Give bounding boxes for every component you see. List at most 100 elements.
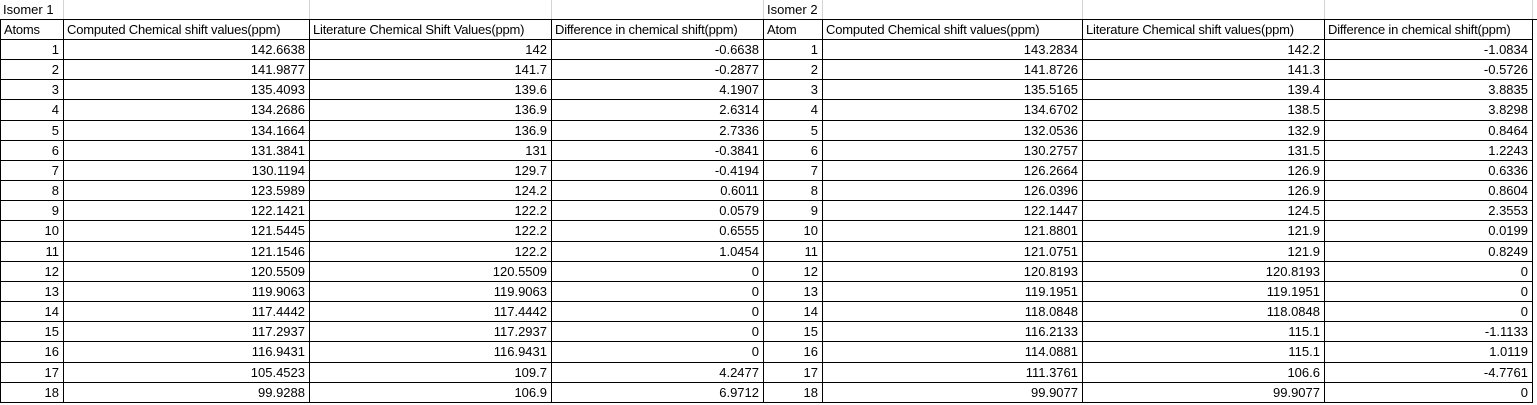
- isomer2-computed-cell[interactable]: 119.1951: [823, 281, 1083, 303]
- isomer1-atom-cell[interactable]: 5: [0, 120, 64, 141]
- isomer1-atom-cell[interactable]: 8: [0, 181, 64, 202]
- isomer2-difference-cell[interactable]: 2.3553: [1325, 201, 1533, 222]
- isomer2-computed-cell[interactable]: 116.2133: [823, 322, 1083, 343]
- isomer2-atom-cell[interactable]: 7: [764, 160, 823, 182]
- isomer2-atom-cell[interactable]: 14: [764, 302, 823, 323]
- isomer1-difference-cell[interactable]: 0: [552, 302, 764, 323]
- isomer2-difference-cell[interactable]: 0.8249: [1325, 241, 1533, 262]
- isomer1-computed-cell[interactable]: 105.4523: [64, 362, 310, 383]
- isomer2-atom-cell[interactable]: 12: [764, 261, 823, 282]
- isomer1-literature-cell[interactable]: 141.7: [310, 60, 552, 81]
- isomer1-computed-cell[interactable]: 119.9063: [64, 281, 310, 303]
- isomer2-computed-cell[interactable]: 99.9077: [823, 382, 1083, 403]
- isomer2-difference-cell[interactable]: 3.8835: [1325, 80, 1533, 101]
- isomer2-literature-cell[interactable]: 121.9: [1083, 221, 1325, 242]
- isomer1-atom-cell[interactable]: 2: [0, 60, 64, 81]
- isomer1-computed-cell[interactable]: 121.5445: [64, 221, 310, 242]
- isomer1-literature-cell[interactable]: 122.2: [310, 201, 552, 222]
- isomer1-difference-cell[interactable]: 4.1907: [552, 80, 764, 101]
- empty-cell[interactable]: [823, 0, 1083, 19]
- isomer1-literature-cell[interactable]: 139.6: [310, 80, 552, 101]
- isomer1-difference-cell[interactable]: 0.6555: [552, 221, 764, 242]
- isomer2-difference-cell[interactable]: -1.0834: [1325, 40, 1533, 61]
- isomer1-difference-cell[interactable]: 1.0454: [552, 241, 764, 262]
- isomer2-atom-cell[interactable]: 15: [764, 322, 823, 343]
- isomer2-literature-cell[interactable]: 142.2: [1083, 40, 1325, 61]
- isomer1-atom-cell[interactable]: 13: [0, 281, 64, 303]
- isomer2-computed-cell[interactable]: 134.6702: [823, 100, 1083, 121]
- isomer2-atom-cell[interactable]: 16: [764, 342, 823, 363]
- isomer1-difference-cell[interactable]: 0: [552, 342, 764, 363]
- isomer2-literature-cell[interactable]: 119.1951: [1083, 281, 1325, 303]
- isomer2-atom-cell[interactable]: 17: [764, 362, 823, 383]
- isomer2-computed-cell[interactable]: 121.0751: [823, 241, 1083, 262]
- isomer2-difference-cell[interactable]: 0: [1325, 302, 1533, 323]
- isomer2-literature-cell[interactable]: 141.3: [1083, 60, 1325, 81]
- isomer1-computed-cell[interactable]: 134.1664: [64, 120, 310, 141]
- isomer1-difference-cell[interactable]: 0: [552, 261, 764, 282]
- isomer1-atom-cell[interactable]: 10: [0, 221, 64, 242]
- isomer1-difference-cell[interactable]: 2.6314: [552, 100, 764, 121]
- isomer1-atom-cell[interactable]: 6: [0, 140, 64, 161]
- isomer2-literature-cell[interactable]: 120.8193: [1083, 261, 1325, 282]
- isomer1-computed-cell[interactable]: 122.1421: [64, 201, 310, 222]
- isomer2-literature-cell[interactable]: 138.5: [1083, 100, 1325, 121]
- isomer2-difference-cell[interactable]: 1.2243: [1325, 140, 1533, 161]
- isomer1-difference-cell[interactable]: 0.0579: [552, 201, 764, 222]
- isomer1-atom-cell[interactable]: 16: [0, 342, 64, 363]
- isomer1-computed-cell[interactable]: 123.5989: [64, 181, 310, 202]
- isomer1-literature-cell[interactable]: 124.2: [310, 181, 552, 202]
- isomer2-atom-cell[interactable]: 11: [764, 241, 823, 262]
- isomer2-difference-cell[interactable]: -0.5726: [1325, 60, 1533, 81]
- isomer1-difference-cell[interactable]: 6.9712: [552, 382, 764, 403]
- isomer2-literature-cell[interactable]: 121.9: [1083, 241, 1325, 262]
- isomer1-atom-cell[interactable]: 12: [0, 261, 64, 282]
- isomer2-atom-cell[interactable]: 10: [764, 221, 823, 242]
- empty-cell[interactable]: [64, 0, 310, 19]
- isomer2-difference-cell[interactable]: 0.6336: [1325, 160, 1533, 182]
- isomer1-atom-cell[interactable]: 18: [0, 382, 64, 403]
- isomer2-computed-header[interactable]: Computed Chemical shift values(ppm): [823, 20, 1083, 40]
- isomer2-atom-cell[interactable]: 3: [764, 80, 823, 101]
- isomer2-computed-cell[interactable]: 143.2834: [823, 40, 1083, 61]
- isomer1-computed-cell[interactable]: 134.2686: [64, 100, 310, 121]
- isomer2-computed-cell[interactable]: 126.2664: [823, 160, 1083, 182]
- isomer1-literature-cell[interactable]: 109.7: [310, 362, 552, 383]
- isomer1-literature-header[interactable]: Literature Chemical Shift Values(ppm): [310, 20, 552, 40]
- isomer2-computed-cell[interactable]: 122.1447: [823, 201, 1083, 222]
- isomer2-atom-cell[interactable]: 1: [764, 40, 823, 61]
- isomer1-computed-cell[interactable]: 117.4442: [64, 302, 310, 323]
- isomer2-atom-cell[interactable]: 8: [764, 181, 823, 202]
- isomer2-atom-header[interactable]: Atom: [764, 20, 823, 40]
- isomer2-literature-header[interactable]: Literature Chemical shift values(ppm): [1083, 20, 1325, 40]
- isomer2-computed-cell[interactable]: 121.8801: [823, 221, 1083, 242]
- isomer1-atom-cell[interactable]: 9: [0, 201, 64, 222]
- isomer1-computed-cell[interactable]: 117.2937: [64, 322, 310, 343]
- isomer1-computed-cell[interactable]: 135.4093: [64, 80, 310, 101]
- isomer1-difference-cell[interactable]: -0.3841: [552, 140, 764, 161]
- isomer2-literature-cell[interactable]: 132.9: [1083, 120, 1325, 141]
- isomer2-computed-cell[interactable]: 130.2757: [823, 140, 1083, 161]
- isomer2-difference-cell[interactable]: 1.0119: [1325, 342, 1533, 363]
- isomer2-computed-cell[interactable]: 114.0881: [823, 342, 1083, 363]
- isomer1-atom-cell[interactable]: 14: [0, 302, 64, 323]
- isomer2-difference-cell[interactable]: 0.8464: [1325, 120, 1533, 141]
- isomer1-difference-cell[interactable]: 4.2477: [552, 362, 764, 383]
- isomer1-computed-cell[interactable]: 131.3841: [64, 140, 310, 161]
- isomer1-difference-cell[interactable]: -0.6638: [552, 40, 764, 61]
- isomer1-difference-cell[interactable]: 0: [552, 322, 764, 343]
- isomer1-literature-cell[interactable]: 106.9: [310, 382, 552, 403]
- isomer2-computed-cell[interactable]: 126.0396: [823, 181, 1083, 202]
- isomer2-literature-cell[interactable]: 126.9: [1083, 160, 1325, 182]
- isomer2-title-cell[interactable]: Isomer 2: [764, 0, 823, 19]
- empty-cell[interactable]: [552, 0, 764, 19]
- isomer2-atom-cell[interactable]: 18: [764, 382, 823, 403]
- isomer1-computed-cell[interactable]: 120.5509: [64, 261, 310, 282]
- isomer2-difference-cell[interactable]: -1.1133: [1325, 322, 1533, 343]
- isomer1-computed-cell[interactable]: 116.9431: [64, 342, 310, 363]
- isomer2-computed-cell[interactable]: 120.8193: [823, 261, 1083, 282]
- isomer2-difference-cell[interactable]: -4.7761: [1325, 362, 1533, 383]
- isomer1-difference-cell[interactable]: 2.7336: [552, 120, 764, 141]
- isomer1-literature-cell[interactable]: 129.7: [310, 160, 552, 182]
- isomer1-literature-cell[interactable]: 117.4442: [310, 302, 552, 323]
